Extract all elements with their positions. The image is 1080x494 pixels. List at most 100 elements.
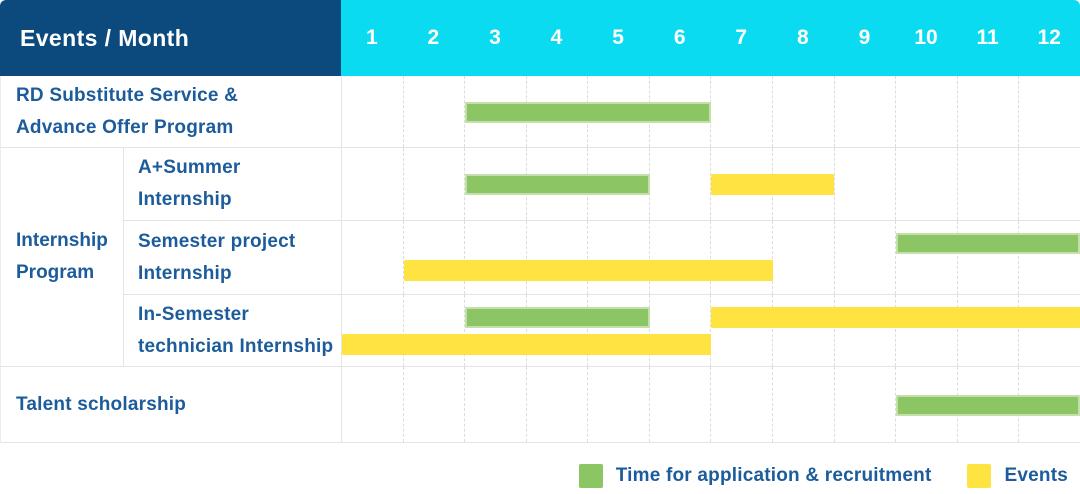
grid-cell <box>465 295 527 366</box>
row-label-line: Internship <box>138 189 232 210</box>
grid-cell <box>711 367 774 442</box>
grid-cell <box>404 295 466 366</box>
month-header-cell: 8 <box>796 26 809 49</box>
row-label-line: technician Internship <box>138 335 334 357</box>
grid-cell <box>404 76 466 147</box>
row-label-line: Semester project <box>138 230 296 252</box>
grid-cell <box>835 148 897 220</box>
grid-cell <box>711 295 774 366</box>
grid-cell <box>588 221 650 294</box>
bar-application-recruitment <box>465 174 650 195</box>
grid-cell <box>835 76 897 147</box>
grid-cell <box>711 76 774 147</box>
row-label: A+Summer Internship <box>124 148 342 220</box>
month-grid <box>342 221 1080 294</box>
grid-cell <box>896 295 958 366</box>
legend-item: Time for application & recruitment <box>578 464 932 488</box>
grid-cell <box>1019 148 1080 220</box>
month-header-cell: 2 <box>427 26 440 49</box>
chart-area <box>342 367 1080 442</box>
grid-cell <box>404 221 466 294</box>
month-header-cell: 1 <box>365 26 378 49</box>
month-header-cell: 10 <box>914 26 938 49</box>
legend: Time for application & recruitment Events <box>0 464 1080 488</box>
table-row: Talent scholarship <box>1 367 1080 443</box>
row-label-line: A+Summer <box>138 157 241 178</box>
month-header-cell: 12 <box>1037 26 1061 49</box>
month-header-row: 1 2 3 4 5 6 7 8 9 10 11 12 <box>341 0 1080 76</box>
row-label-line: In-Semester <box>138 303 249 325</box>
table-row: A+Summer Internship <box>124 148 1080 221</box>
bar-application-recruitment <box>465 307 650 328</box>
row-label: In-Semester technician Internship <box>124 295 342 366</box>
events-month-header: Events / Month <box>0 0 341 76</box>
grid-cell <box>773 221 835 294</box>
legend-label: Time for application & recruitment <box>615 465 932 486</box>
row-label: Talent scholarship <box>1 367 342 442</box>
bar-application-recruitment <box>465 101 711 123</box>
grid-cell <box>404 148 466 220</box>
table-body: RD Substitute Service & Advance Offer Pro… <box>0 76 1080 443</box>
row-label: Semester project Internship <box>124 221 342 294</box>
grid-cell <box>1019 76 1080 147</box>
grid-cell <box>835 221 897 294</box>
month-header-cell: 4 <box>550 26 563 49</box>
chart-area <box>342 221 1080 294</box>
legend-swatch-yellow <box>967 464 992 488</box>
grid-cell <box>650 148 712 220</box>
row-label-line: Internship <box>138 262 232 284</box>
row-label: RD Substitute Service & Advance Offer Pro… <box>1 76 342 147</box>
grid-cell <box>711 221 774 294</box>
grid-cell <box>342 295 404 366</box>
table-header: Events / Month 1 2 3 4 5 6 7 8 9 10 11 12 <box>0 0 1080 76</box>
chart-area <box>342 295 1080 366</box>
grid-cell <box>773 76 835 147</box>
month-grid <box>342 295 1080 366</box>
month-header-cell: 9 <box>858 26 871 49</box>
grid-cell <box>650 295 712 366</box>
month-header-cell: 3 <box>489 26 501 49</box>
grid-cell <box>650 221 712 294</box>
grid-cell <box>896 148 958 220</box>
grid-cell <box>342 76 404 147</box>
table-row: RD Substitute Service & Advance Offer Pro… <box>1 76 1080 148</box>
legend-label: Events <box>1004 465 1068 486</box>
month-header-cell: 6 <box>673 26 686 49</box>
bar-event <box>342 334 711 355</box>
chart-area <box>342 148 1080 220</box>
grid-cell <box>1019 295 1080 366</box>
legend-swatch-green <box>578 464 603 488</box>
grid-cell <box>650 367 712 442</box>
bar-application-recruitment <box>895 394 1080 416</box>
row-group: Internship Program A+Summer Internship Seme… <box>1 148 1080 367</box>
grid-cell <box>958 76 1020 147</box>
table-row: In-Semester technician Internship <box>124 295 1080 367</box>
bar-application-recruitment <box>895 233 1080 254</box>
grid-cell <box>588 367 650 442</box>
month-grid <box>342 76 1080 147</box>
grid-cell <box>958 221 1020 294</box>
grid-cell <box>342 221 404 294</box>
grid-cell <box>527 367 589 442</box>
group-rows: A+Summer Internship Semester project Intern… <box>124 148 1080 367</box>
grid-cell <box>773 148 835 220</box>
grid-cell <box>958 295 1020 366</box>
grid-cell <box>773 295 835 366</box>
month-header-cell: 5 <box>612 26 624 49</box>
month-header-cell: 11 <box>976 26 999 49</box>
grid-cell <box>896 221 958 294</box>
grid-cell <box>465 367 527 442</box>
group-label: Internship Program <box>1 148 124 367</box>
legend-item: Events <box>967 464 1068 488</box>
grid-cell <box>588 295 650 366</box>
grid-cell <box>773 367 835 442</box>
table-row: Semester project Internship <box>124 221 1080 295</box>
grid-cell <box>958 148 1020 220</box>
grid-cell <box>527 295 589 366</box>
grid-cell <box>404 367 466 442</box>
grid-cell <box>527 221 589 294</box>
grid-cell <box>1019 221 1080 294</box>
bar-event <box>403 260 773 281</box>
grid-cell <box>835 367 897 442</box>
